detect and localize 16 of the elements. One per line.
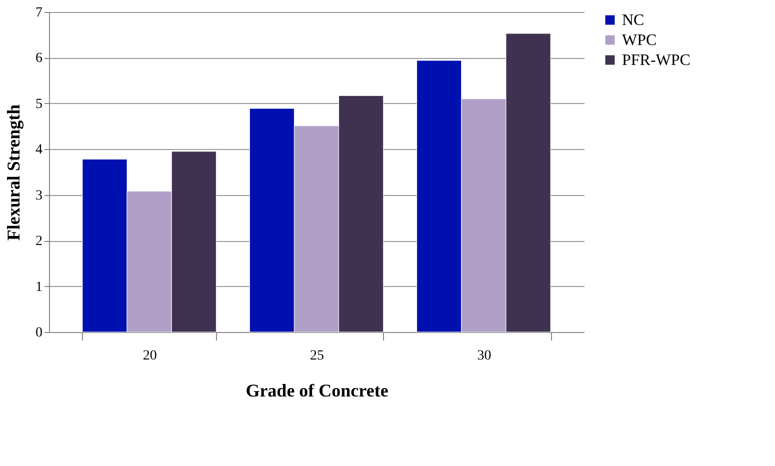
x-tick-label: 20 (142, 348, 157, 364)
legend-label: WPC (622, 32, 657, 49)
x-tick-label: 30 (477, 348, 492, 364)
legend-label: NC (622, 12, 644, 29)
y-tick-label: 3 (36, 188, 42, 204)
y-axis-title: Flexural Strength (4, 104, 24, 241)
x-axis-title: Grade of Concrete (246, 380, 388, 400)
y-tick-label: 6 (36, 51, 42, 66)
y-tick-label: 2 (36, 234, 42, 250)
legend-label: PFR-WPC (622, 52, 690, 69)
y-tick-label: 0 (36, 326, 42, 340)
y-tick-label: 7 (36, 6, 42, 20)
x-tick-label: 25 (310, 348, 324, 364)
y-tick-label: 4 (36, 142, 42, 158)
y-tick-label: 1 (36, 280, 42, 295)
y-tick-label: 5 (36, 96, 42, 112)
